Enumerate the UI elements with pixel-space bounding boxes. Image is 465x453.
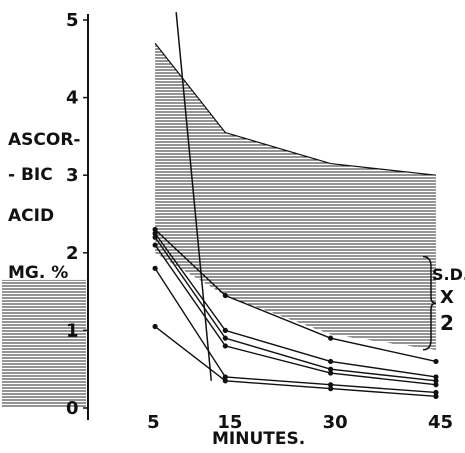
series-point-2: [328, 358, 334, 365]
series-point-4: [433, 382, 439, 388]
series-point-4: [328, 370, 334, 376]
series-line-4: [154, 244, 437, 386]
x-tick-label: 45: [428, 412, 453, 433]
series-point-1: [433, 358, 439, 365]
y-axis-label-line-3: ACID: [8, 206, 54, 226]
series-point-3: [152, 234, 158, 240]
series-point-5: [433, 389, 439, 396]
y-tick-label: 1: [66, 320, 79, 341]
sd-brace: [422, 255, 437, 351]
band-label-line-2: X: [440, 287, 454, 308]
series-point-1: [152, 226, 158, 233]
series-point-4: [152, 242, 158, 248]
series-point-5: [328, 382, 334, 388]
series-line-1: [154, 229, 437, 363]
series-layer: [152, 12, 439, 399]
series-point-3: [328, 366, 334, 372]
series-point-5: [152, 265, 158, 271]
y-tick-label: 5: [66, 10, 79, 31]
y-axis-label-line-2: - BIC: [8, 165, 53, 185]
series-line-5: [154, 267, 437, 394]
band-label-line-3: 2: [440, 311, 454, 335]
x-tick-label: 30: [323, 412, 348, 433]
series-point-2: [222, 327, 228, 333]
sd-band-upper-edge: [154, 42, 437, 176]
series-point-2: [433, 374, 439, 380]
series-point-6: [433, 393, 439, 399]
y-tick-label: 0: [66, 398, 79, 419]
normal-range-shade: [2, 279, 86, 408]
y-tick-label: 3: [66, 165, 79, 186]
x-tick-label: 5: [147, 412, 160, 433]
x-axis-label: MINUTES.: [212, 429, 305, 448]
band-label-line-1: S.D.: [432, 265, 465, 284]
y-tick-label: 2: [66, 243, 79, 264]
steep-line: [175, 12, 213, 381]
series-point-6: [328, 386, 334, 392]
series-point-5: [222, 374, 228, 380]
y-axis-label-line-4: MG. %: [8, 263, 68, 283]
series-point-2: [152, 230, 158, 236]
series-point-6: [222, 378, 228, 384]
series-point-3: [222, 335, 228, 341]
series-point-6: [152, 323, 158, 330]
series-point-4: [222, 343, 228, 349]
series-line-6: [154, 325, 437, 398]
text-layer: ASCOR- - BIC ACID MG. % MINUTES. S.D. X …: [8, 10, 465, 449]
series-line-2: [154, 232, 437, 378]
axes-layer: [83, 14, 89, 420]
series-point-3: [433, 378, 439, 384]
series-line-3: [154, 236, 437, 382]
series-point-1: [222, 292, 228, 299]
x-tick-label: 15: [217, 412, 242, 433]
shading-layer: [2, 42, 437, 408]
series-point-1: [328, 335, 334, 341]
y-axis-label-line-1: ASCOR-: [8, 130, 80, 150]
y-tick-label: 4: [66, 88, 79, 109]
sd-band: [155, 43, 436, 350]
